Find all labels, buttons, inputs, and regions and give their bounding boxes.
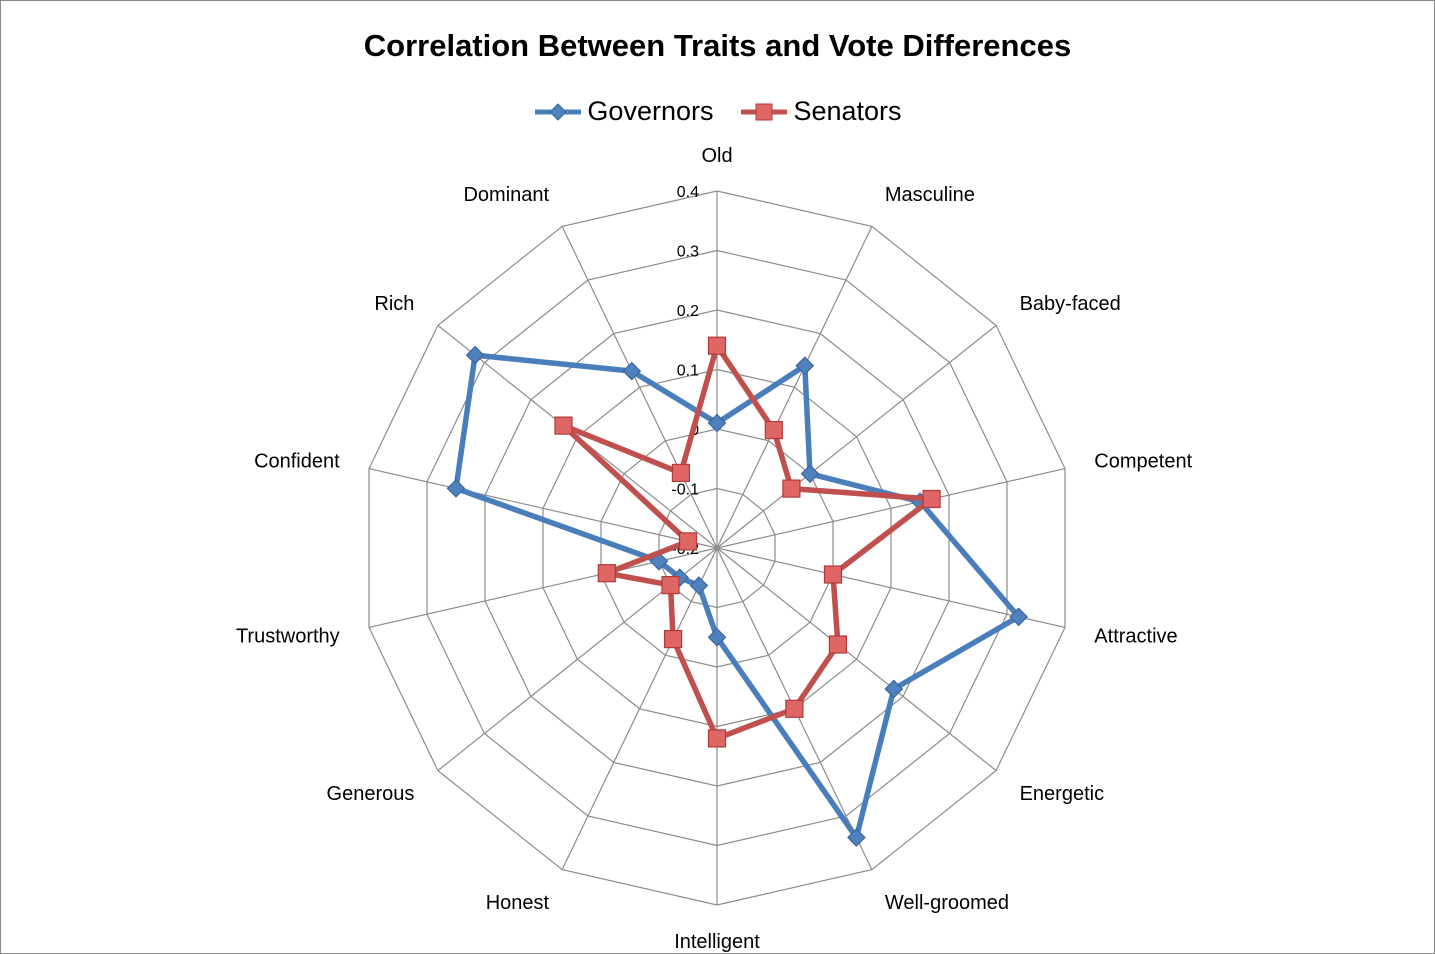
point-governors-masculine xyxy=(795,356,815,376)
legend: Governors Senators xyxy=(0,96,1435,127)
category-label-masculine: Masculine xyxy=(885,184,975,206)
legend-label-governors: Governors xyxy=(587,96,714,126)
point-governors-well-groomed xyxy=(847,828,866,847)
point-governors-confident xyxy=(446,479,466,498)
category-label-energetic: Energetic xyxy=(1020,783,1105,805)
spoke-honest xyxy=(561,547,718,870)
legend-item-senators: Senators xyxy=(739,96,902,127)
legend-item-governors: Governors xyxy=(533,96,713,127)
point-senators-masculine xyxy=(764,421,783,440)
point-senators-baby-faced xyxy=(782,479,801,498)
point-governors-rich xyxy=(465,345,485,365)
point-governors-attractive xyxy=(1009,607,1028,627)
category-label-confident: Confident xyxy=(254,451,340,473)
point-senators-attractive xyxy=(823,565,843,584)
category-label-baby-faced: Baby-faced xyxy=(1020,293,1121,315)
point-senators-intelligent xyxy=(707,729,727,748)
legend-label-senators: Senators xyxy=(793,96,902,126)
category-label-rich: Rich xyxy=(374,293,414,315)
legend-swatch-senators xyxy=(741,103,788,120)
point-senators-dominant xyxy=(671,463,691,482)
tick-label-6: 0.4 xyxy=(677,184,699,201)
point-governors-energetic xyxy=(884,679,904,699)
category-label-well-groomed: Well-groomed xyxy=(885,892,1009,914)
point-senators-rich xyxy=(554,416,573,435)
point-governors-dominant xyxy=(622,361,642,381)
tick-label-4: 0.2 xyxy=(677,303,699,320)
category-label-honest: Honest xyxy=(486,892,550,914)
category-label-attractive: Attractive xyxy=(1094,626,1177,648)
category-label-old: Old xyxy=(701,145,732,167)
point-senators-energetic xyxy=(828,635,848,654)
spoke-baby-faced xyxy=(716,324,997,549)
spoke-confident xyxy=(368,468,718,549)
spoke-attractive xyxy=(716,547,1066,628)
series-line-governors xyxy=(453,352,1022,841)
category-label-dominant: Dominant xyxy=(463,184,549,206)
spoke-energetic xyxy=(716,547,997,772)
point-governors-intelligent xyxy=(707,627,727,647)
category-label-competent: Competent xyxy=(1094,451,1192,473)
chart-title: Correlation Between Traits and Vote Diff… xyxy=(363,28,1072,63)
point-governors-honest xyxy=(689,576,709,595)
point-senators-confident xyxy=(678,532,698,551)
spoke-competent xyxy=(716,468,1066,549)
point-senators-generous xyxy=(661,575,680,595)
point-senators-well-groomed xyxy=(785,699,804,718)
point-governors-old xyxy=(707,413,727,433)
point-senators-competent xyxy=(922,489,941,509)
point-senators-trustworthy xyxy=(597,564,616,583)
spoke-masculine xyxy=(716,226,873,549)
tick-label-3: 0.1 xyxy=(677,363,699,380)
point-senators-old xyxy=(707,336,727,355)
point-governors-baby-faced xyxy=(800,464,820,484)
legend-swatch-governors xyxy=(535,102,582,121)
tick-label-1: -0.1 xyxy=(671,482,699,499)
tick-label-5: 0.3 xyxy=(677,244,699,261)
category-label-generous: Generous xyxy=(327,783,415,805)
category-label-trustworthy: Trustworthy xyxy=(236,626,340,648)
point-senators-honest xyxy=(663,629,683,649)
spoke-dominant xyxy=(561,226,718,549)
category-label-intelligent: Intelligent xyxy=(674,931,760,953)
